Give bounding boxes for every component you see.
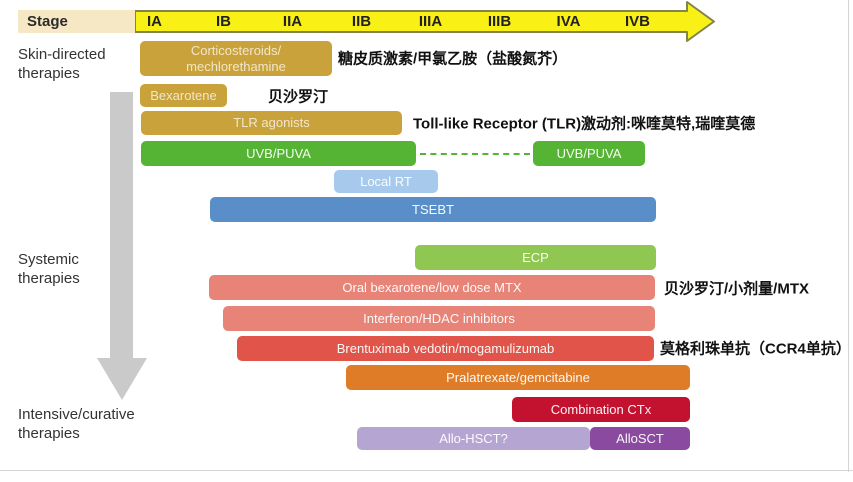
- bar-label-bexarotene-topical: Bexarotene: [150, 87, 217, 103]
- bar-label-oral-bexarotene-low-dose-mtx: Oral bexarotene/low dose MTX: [342, 279, 522, 295]
- bar-label-tlr-agonists: TLR agonists: [233, 115, 310, 131]
- stage-axis-label: Stage: [18, 10, 135, 33]
- stage-label-IIIA: IIIA: [418, 13, 443, 30]
- stage-arrow-shape: [134, 1, 715, 42]
- stage-label-IIIB: IIIB: [487, 13, 512, 30]
- stage-label-IB: IB: [216, 13, 231, 30]
- stage-label-IIA: IIA: [282, 13, 303, 30]
- annotation-mogamulizumab-ccr4-cn: 莫格利珠单抗（CCR4单抗）: [660, 340, 851, 358]
- bar-label-uvb-puva: UVB/PUVA: [246, 145, 311, 161]
- bar-label-combination-ctx: Combination CTx: [550, 401, 652, 417]
- therapy-intensity-arrow-head: [97, 358, 147, 400]
- bar-allosct: AlloSCT: [590, 427, 690, 450]
- bar-brentuximab-vedotin-mogamulizumab: Brentuximab vedotin/mogamulizumab: [237, 336, 654, 361]
- page-edge-vertical-line: [848, 0, 849, 472]
- annotation-tlr-agonist-cn: Toll-like Receptor (TLR)激动剂:咪喹莫特,瑞喹莫德: [413, 115, 756, 133]
- stage-labels-row: IA IB IIA IIB IIIA IIIB IVA IVB: [120, 11, 672, 32]
- annotation-glucocorticoid-mechlorethamine-cn: 糖皮质激素/甲氯乙胺（盐酸氮芥）: [338, 50, 568, 68]
- annotation-bexarotene-cn: 贝沙罗汀: [268, 88, 329, 106]
- bar-uvb-puva-advanced: UVB/PUVA: [533, 141, 645, 166]
- stage-label-IVB: IVB: [624, 13, 650, 30]
- bar-bexarotene-topical: Bexarotene: [140, 84, 227, 107]
- bar-pralatrexate-gemcitabine: Pralatrexate/gemcitabine: [346, 365, 690, 390]
- bar-label-tsebt: TSEBT: [412, 201, 454, 217]
- bar-label-local-rt: Local RT: [360, 173, 412, 189]
- bar-ecp: ECP: [415, 245, 656, 270]
- annotation-bexarotene-low-dose-mtx-cn: 贝沙罗汀/小剂量/MTX: [664, 280, 809, 298]
- stage-label-IVA: IVA: [556, 13, 581, 30]
- bar-label-allo-hsct-question: Allo-HSCT?: [439, 430, 508, 446]
- stage-label-IIB: IIB: [351, 13, 372, 30]
- stage-label-IA: IA: [147, 13, 162, 30]
- group-label-systemic-therapies: Systemic therapies: [18, 251, 80, 287]
- bar-oral-bexarotene-low-dose-mtx: Oral bexarotene/low dose MTX: [209, 275, 655, 300]
- bar-label-brentuximab-vedotin-mogamulizumab: Brentuximab vedotin/mogamulizumab: [336, 340, 555, 356]
- bar-label-pralatrexate-gemcitabine: Pralatrexate/gemcitabine: [446, 369, 590, 385]
- stage-arrow: [134, 1, 715, 42]
- bar-label-uvb-puva-advanced: UVB/PUVA: [556, 145, 622, 161]
- bar-tlr-agonists: TLR agonists: [141, 111, 402, 135]
- bar-interferon-hdac-inhibitors: Interferon/HDAC inhibitors: [223, 306, 655, 331]
- dashed-connector-uvb-puva: [420, 153, 530, 155]
- bar-allo-hsct-question: Allo-HSCT?: [357, 427, 590, 450]
- bar-combination-ctx: Combination CTx: [512, 397, 690, 422]
- bar-label-allosct: AlloSCT: [616, 430, 664, 446]
- bar-uvb-puva: UVB/PUVA: [141, 141, 416, 166]
- page-edge-horizontal-line: [0, 470, 853, 471]
- bar-local-rt: Local RT: [334, 170, 438, 193]
- bar-label-interferon-hdac-inhibitors: Interferon/HDAC inhibitors: [363, 310, 515, 326]
- bar-label-corticosteroids-mechlorethamine: Corticosteroids/ mechlorethamine: [186, 43, 286, 74]
- group-label-intensive-curative-therapies: Intensive/curative therapies: [18, 406, 135, 442]
- therapy-intensity-arrow-body: [110, 92, 133, 358]
- bar-label-ecp: ECP: [522, 249, 549, 265]
- bar-tsebt: TSEBT: [210, 197, 656, 222]
- group-label-skin-directed-therapies: Skin-directed therapies: [18, 46, 106, 82]
- bar-corticosteroids-mechlorethamine: Corticosteroids/ mechlorethamine: [140, 41, 332, 76]
